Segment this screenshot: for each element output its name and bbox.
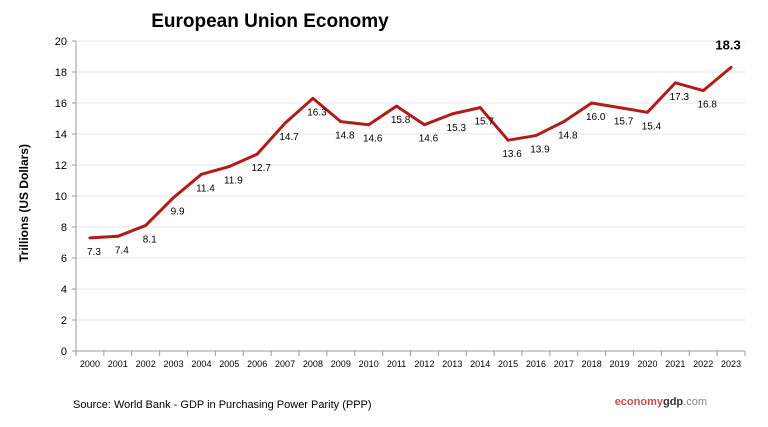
data-point <box>506 138 510 142</box>
x-tick-label: 2009 <box>331 359 351 369</box>
data-label: 7.4 <box>115 245 129 256</box>
data-point <box>311 96 315 100</box>
x-tick-label: 2004 <box>191 359 211 369</box>
data-point <box>339 120 343 124</box>
y-tick-label: 16 <box>55 98 67 110</box>
y-tick-label: 4 <box>61 284 67 296</box>
data-label: 13.9 <box>530 145 550 156</box>
data-point <box>478 106 482 110</box>
data-label: 15.3 <box>447 123 467 134</box>
data-label: 16.8 <box>697 100 717 111</box>
data-point <box>701 89 705 93</box>
data-point <box>422 123 426 127</box>
x-tick-label: 2020 <box>637 359 657 369</box>
x-tick-label: 2005 <box>219 359 239 369</box>
data-point <box>534 134 538 138</box>
data-point <box>172 196 176 200</box>
x-tick-label: 2015 <box>498 359 518 369</box>
x-tick-label: 2001 <box>108 359 128 369</box>
chart-title: European Union Economy <box>151 11 389 32</box>
data-point <box>562 120 566 124</box>
x-tick-label: 2000 <box>80 359 100 369</box>
series-line <box>89 66 733 240</box>
data-label: 9.9 <box>171 207 185 218</box>
x-tick-label: 2019 <box>610 359 630 369</box>
data-label: 14.8 <box>558 131 578 142</box>
data-label: 14.7 <box>279 132 299 143</box>
logo: economygdp.com <box>615 396 707 408</box>
y-tick-label: 12 <box>55 160 67 172</box>
data-label: 15.8 <box>391 115 411 126</box>
data-label: 16.0 <box>586 112 606 123</box>
x-tick-label: 2017 <box>554 359 574 369</box>
y-tick-label: 10 <box>55 191 67 203</box>
data-point <box>395 104 399 108</box>
data-label: 15.4 <box>642 121 662 132</box>
data-label: 16.3 <box>307 107 327 118</box>
data-label: 11.9 <box>224 176 243 187</box>
x-tick-label: 2012 <box>414 359 434 369</box>
data-label: 15.7 <box>614 117 634 128</box>
x-tick-label: 2023 <box>721 359 741 369</box>
x-tick-label: 2003 <box>164 359 184 369</box>
x-tick-label: 2010 <box>359 359 379 369</box>
y-tick-label: 2 <box>61 315 67 327</box>
y-tick-label: 8 <box>61 222 67 234</box>
data-label: 14.6 <box>363 134 383 145</box>
y-tick-label: 14 <box>55 129 67 141</box>
y-tick-label: 0 <box>61 346 67 358</box>
data-label: 12.7 <box>251 163 271 174</box>
x-tick-label: 2016 <box>526 359 546 369</box>
x-tick-label: 2014 <box>470 359 490 369</box>
data-point <box>116 234 120 238</box>
data-point <box>283 121 287 125</box>
y-tick-label: 18 <box>55 67 67 79</box>
data-point <box>450 112 454 116</box>
data-point <box>227 165 231 169</box>
data-label: 18.3 <box>715 37 740 52</box>
data-label: 14.8 <box>335 131 355 142</box>
data-point <box>618 106 622 110</box>
y-axis-label: Trillions (US Dollars) <box>17 144 31 262</box>
x-tick-label: 2022 <box>693 359 713 369</box>
data-label: 13.6 <box>502 149 522 160</box>
data-label: 11.4 <box>196 183 215 194</box>
data-point <box>255 152 259 156</box>
x-tick-label: 2007 <box>275 359 295 369</box>
data-point <box>673 81 677 85</box>
data-label: 14.6 <box>419 134 439 145</box>
data-label: 7.3 <box>87 247 101 258</box>
data-point <box>645 110 649 114</box>
source-note: Source: World Bank - GDP in Purchasing P… <box>73 399 372 411</box>
data-point <box>367 123 371 127</box>
x-tick-label: 2013 <box>442 359 462 369</box>
data-point <box>144 223 148 227</box>
data-label: 8.1 <box>143 234 157 245</box>
data-point <box>590 101 594 105</box>
y-tick-label: 6 <box>61 253 67 265</box>
y-tick-label: 20 <box>55 36 67 48</box>
x-tick-label: 2021 <box>665 359 685 369</box>
data-point <box>88 236 92 240</box>
x-tick-label: 2002 <box>136 359 156 369</box>
data-point <box>199 172 203 176</box>
data-point <box>729 65 733 69</box>
x-tick-label: 2008 <box>303 359 323 369</box>
x-tick-label: 2006 <box>247 359 267 369</box>
x-tick-label: 2018 <box>582 359 602 369</box>
data-label: 15.7 <box>474 117 494 128</box>
data-label: 17.3 <box>670 92 690 103</box>
x-tick-label: 2011 <box>387 359 406 369</box>
